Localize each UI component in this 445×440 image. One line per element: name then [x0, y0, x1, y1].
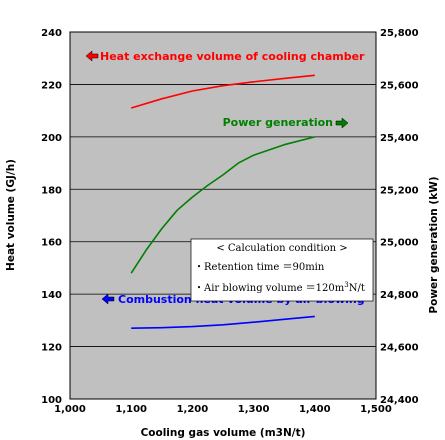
x-tick-label: 1,300	[238, 404, 270, 415]
calculation-condition-box: < Calculation condition > ・Retention tim…	[190, 238, 374, 302]
x-tick-label: 1,000	[54, 404, 86, 415]
series-lines	[130, 74, 315, 329]
condition-retention-time: ・Retention time ＝90min	[194, 262, 325, 273]
y-tick-label: 140	[41, 290, 62, 301]
annotation-heat-exchange-text: Heat exchange volume of cooling chamber	[100, 50, 365, 63]
y2-tick-label: 25,000	[380, 238, 419, 249]
y2-axis-label: Power generation (kW)	[428, 176, 440, 313]
x-tick-label: 1,500	[360, 404, 392, 415]
y2-tick-label: 25,200	[380, 185, 419, 196]
y-tick-label: 180	[41, 185, 62, 196]
x-axis-label: Cooling gas volume (m3N/t)	[141, 427, 306, 439]
y-tick-label: 100	[41, 395, 62, 406]
condition-air-blowing-volume: ・Air blowing volume ＝120m3N/t	[194, 281, 365, 294]
x-tick-label: 1,100	[115, 404, 147, 415]
y2-tick-label: 25,800	[380, 28, 419, 39]
y-tick-label: 160	[41, 238, 62, 249]
y-tick-label: 240	[41, 28, 62, 39]
annotation-heat-exchange: Heat exchange volume of cooling chamber	[85, 50, 365, 63]
y2-axis-ticks: 24,400 24,600 24,800 25,000 25,200 25,400 25,6…	[380, 28, 419, 406]
y2-tick-label: 24,600	[380, 343, 419, 354]
y-axis-ticks: 100 120 140 160 180 200 220 240	[41, 28, 62, 406]
condition-box-frame	[190, 238, 374, 302]
y-axis-label: Heat volume (GJ/h)	[5, 159, 17, 271]
plot-area	[69, 31, 377, 400]
annotation-power-generation-text: Power generation	[223, 116, 333, 129]
condition-title: < Calculation condition >	[216, 243, 347, 254]
x-tick-label: 1,400	[299, 404, 331, 415]
x-axis-ticks: 1,000 1,100 1,200 1,300 1,400 1,500	[54, 404, 392, 415]
y2-tick-label: 25,600	[380, 80, 419, 91]
y2-tick-label: 24,800	[380, 290, 419, 301]
x-tick-label: 1,200	[177, 404, 209, 415]
y-tick-label: 120	[41, 343, 62, 354]
arrow-left-icon	[85, 50, 99, 62]
annotation-power-generation: Power generation	[223, 116, 349, 129]
y-tick-label: 200	[41, 133, 62, 144]
y2-tick-label: 25,400	[380, 133, 419, 144]
y2-tick-label: 24,400	[380, 395, 419, 406]
arrow-left-icon	[101, 293, 115, 305]
y-tick-label: 220	[41, 80, 62, 91]
series-line-1	[130, 74, 315, 109]
arrow-right-icon	[335, 117, 349, 129]
series-line-3	[131, 315, 315, 329]
series-line-2	[130, 136, 315, 274]
